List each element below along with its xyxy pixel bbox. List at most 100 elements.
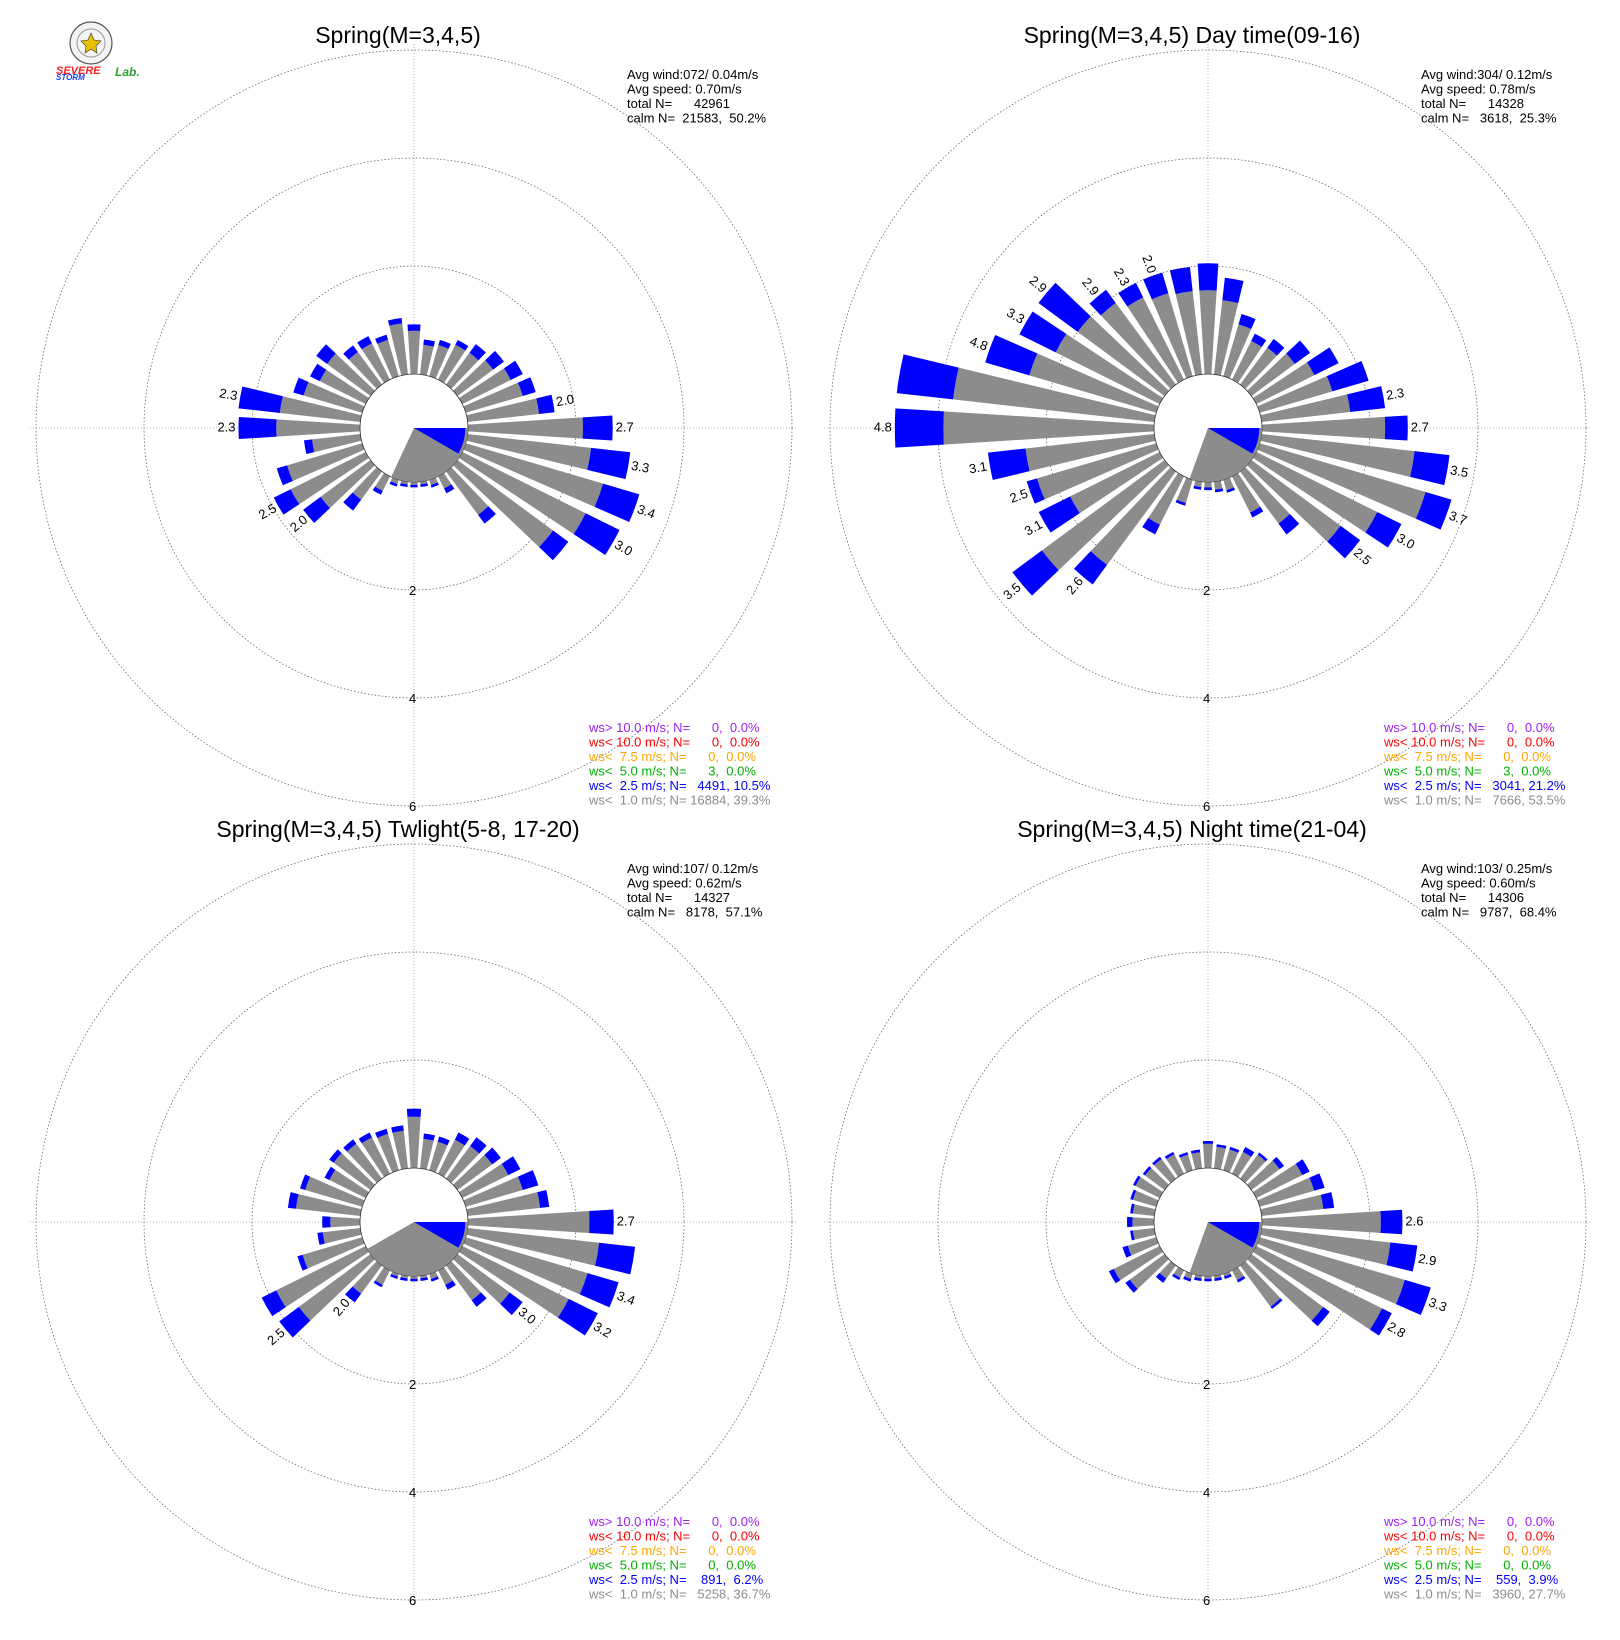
bar-value-label: 2.9 <box>1026 273 1049 296</box>
bar-ws-lt-2-5 <box>343 345 358 360</box>
stat-avg-wind: Avg wind:107/ 0.12m/s <box>627 861 759 876</box>
bar-ws-lt-1-0 <box>1247 1160 1280 1190</box>
bar-ws-lt-1-0 <box>458 368 511 404</box>
bar-ws-lt-2-5 <box>987 448 1030 481</box>
bar-ws-lt-2-5 <box>1306 347 1339 376</box>
bar-ws-lt-2-5 <box>1229 1146 1240 1153</box>
bar-value-label: 3.5 <box>1000 580 1023 603</box>
bar-ws-lt-2-5 <box>310 363 327 382</box>
bar-ws-lt-2-5 <box>1238 314 1256 330</box>
bar-ws-lt-2-5 <box>587 447 631 480</box>
bar-ws-lt-1-0 <box>1247 353 1295 396</box>
legend-entry: ws< 7.5 m/s; N= 0, 0.0% <box>588 1543 756 1558</box>
bar-ws-lt-1-0 <box>1025 434 1156 472</box>
bar-ws-lt-2-5 <box>1038 282 1091 332</box>
bar-ws-lt-1-0 <box>312 434 362 453</box>
bar-ws-lt-1-0 <box>361 343 390 384</box>
bar-ws-lt-1-0 <box>390 477 399 484</box>
bar-ws-lt-2-5 <box>410 484 418 488</box>
bar-ws-lt-1-0 <box>375 1266 390 1285</box>
bar-ws-lt-2-5 <box>420 483 428 488</box>
bar-ws-lt-1-0 <box>1214 1146 1226 1170</box>
bar-ws-lt-2-5 <box>1142 517 1160 535</box>
bar-ws-lt-2-5 <box>1108 1268 1121 1284</box>
bar-ws-lt-1-0 <box>446 467 489 515</box>
bar-value-label: 3.2 <box>591 1319 614 1341</box>
bar-ws-lt-2-5 <box>1365 512 1402 548</box>
bar-value-label: 2.3 <box>217 419 235 434</box>
calm-sector-blue <box>1208 1222 1260 1248</box>
bar-ws-lt-2-5 <box>375 1128 389 1138</box>
bar-ws-lt-1-0 <box>1257 443 1426 519</box>
bar-ws-lt-2-5 <box>1286 340 1311 364</box>
bar-ws-lt-1-0 <box>377 339 399 379</box>
bar-ws-lt-2-5 <box>1012 550 1059 596</box>
bar-ws-lt-2-5 <box>517 1170 539 1190</box>
bar-ws-lt-2-5 <box>407 324 421 331</box>
bar-value-label: 3.3 <box>1004 305 1027 327</box>
bar-ws-lt-2-5 <box>1309 1173 1325 1191</box>
bar-ws-lt-1-0 <box>1260 1228 1391 1266</box>
legend-entry: ws< 2.5 m/s; N= 3041, 21.2% <box>1383 778 1566 793</box>
bar-ws-lt-1-0 <box>302 1237 365 1269</box>
legend-entry: ws< 2.5 m/s; N= 891, 6.2% <box>588 1572 764 1587</box>
bar-ws-lt-1-0 <box>466 434 592 470</box>
bar-value-label: 2.3 <box>1111 265 1133 288</box>
radial-tick-label: 6 <box>409 799 416 814</box>
chart-title: Spring(M=3,4,5) Day time(09-16) <box>1024 22 1361 48</box>
chart-title: Spring(M=3,4,5) Night time(21-04) <box>1017 816 1367 842</box>
bar-ws-lt-1-0 <box>458 1163 509 1198</box>
bar-ws-lt-1-0 <box>1203 1143 1213 1169</box>
legend-entry: ws< 10.0 m/s; N= 0, 0.0% <box>588 735 760 750</box>
bar-ws-lt-1-0 <box>279 396 362 422</box>
logo-text-storm: STORM <box>56 73 85 82</box>
bar-ws-lt-2-5 <box>1214 1277 1222 1282</box>
bar-ws-lt-1-0 <box>1223 477 1234 491</box>
bar-ws-lt-2-5 <box>297 1254 308 1271</box>
bar-ws-lt-1-0 <box>466 1228 600 1266</box>
radial-tick-label: 2 <box>409 583 416 598</box>
bar-ws-lt-1-0 <box>322 1228 362 1244</box>
bar-ws-lt-1-0 <box>361 1137 390 1178</box>
bar-ws-lt-2-5 <box>1270 1298 1283 1309</box>
bar-ws-lt-1-0 <box>1037 443 1159 500</box>
legend-entry: ws< 2.5 m/s; N= 4491, 10.5% <box>588 778 771 793</box>
bar-ws-lt-2-5 <box>373 1280 383 1288</box>
bar-ws-lt-2-5 <box>322 1216 331 1228</box>
legend-entry: ws< 7.5 m/s; N= 0, 0.0% <box>1383 1543 1551 1558</box>
bar-ws-lt-1-0 <box>1132 1204 1156 1216</box>
bar-ws-lt-1-0 <box>438 1266 453 1285</box>
bar-ws-lt-2-5 <box>1089 289 1116 316</box>
bar-ws-lt-2-5 <box>420 1277 428 1282</box>
stat-avg-speed: Avg speed: 0.62m/s <box>627 876 742 891</box>
bar-ws-lt-1-0 <box>438 344 466 384</box>
bar-value-label: 3.1 <box>968 459 988 477</box>
bar-ws-lt-2-5 <box>1194 1277 1202 1282</box>
bar-ws-lt-1-0 <box>410 1275 418 1279</box>
radial-tick-label: 6 <box>409 1593 416 1608</box>
bar-ws-lt-2-5 <box>1142 1166 1152 1176</box>
radial-tick-label: 4 <box>409 691 416 706</box>
bar-ws-lt-2-5 <box>1130 1189 1137 1200</box>
bar-ws-lt-2-5 <box>343 492 362 511</box>
bar-ws-lt-1-0 <box>1132 1217 1155 1227</box>
bar-value-label: 3.4 <box>615 1288 637 1308</box>
bar-value-label: 2.3 <box>218 385 238 403</box>
bar-value-label: 3.1 <box>1022 517 1045 539</box>
bar-ws-lt-2-5 <box>1386 1242 1418 1272</box>
stat-avg-speed: Avg speed: 0.60m/s <box>1421 876 1536 891</box>
legend-entry: ws< 10.0 m/s; N= 0, 0.0% <box>1383 735 1555 750</box>
bar-ws-lt-2-5 <box>1326 360 1369 392</box>
bar-ws-lt-2-5 <box>287 1192 299 1209</box>
bar-ws-lt-1-0 <box>1159 1261 1176 1279</box>
bar-ws-lt-2-5 <box>1257 1152 1268 1162</box>
bar-ws-lt-1-0 <box>295 1194 362 1216</box>
legend-entry: ws< 5.0 m/s; N= 0, 0.0% <box>1383 1558 1551 1573</box>
bar-ws-lt-2-5 <box>276 465 293 486</box>
bar-ws-lt-2-5 <box>1380 1209 1403 1235</box>
bar-ws-lt-1-0 <box>1029 353 1159 413</box>
bar-ws-lt-2-5 <box>1038 496 1080 533</box>
bar-ws-lt-2-5 <box>293 377 309 396</box>
bar-ws-lt-1-0 <box>348 351 382 389</box>
bar-ws-lt-1-0 <box>1214 480 1223 490</box>
